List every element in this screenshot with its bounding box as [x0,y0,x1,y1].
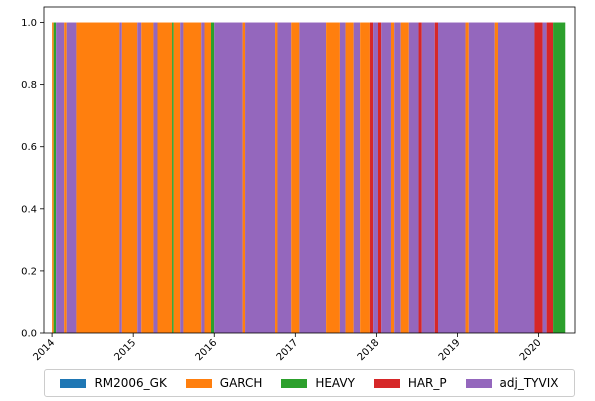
legend-item-garch: GARCH [185,376,263,390]
area-band-adj-tyvix [245,22,276,334]
legend-swatch-garch [185,378,212,388]
area-band-adj-tyvix [180,22,184,334]
area-band-garch [275,22,278,334]
area-band-adj-tyvix [201,22,205,334]
legend-item-har-p: HAR_P [373,376,447,390]
y-tick-label: 0.4 [21,204,37,215]
area-band-har-p [534,22,543,334]
area-band-adj-tyvix [214,22,243,334]
area-band-adj-tyvix [373,22,379,334]
legend-label-adj-tyvix: adj_TYVIX [499,376,559,390]
area-band-garch [121,22,138,334]
legend-swatch-rm2006-gk [60,378,87,388]
legend-swatch-har-p [373,378,400,388]
area-band-heavy [172,22,174,334]
area-band-garch [390,22,395,334]
legend-label-heavy: HEAVY [315,376,355,390]
area-band-adj-tyvix [468,22,495,334]
area-band-har-p [369,22,374,334]
area-band-adj-tyvix [339,22,346,334]
legend-swatch-adj-tyvix [465,378,492,388]
area-band-garch [465,22,469,334]
area-band-garch [173,22,181,334]
axes-frame [43,6,576,334]
area-band-garch [360,22,370,334]
y-tick-label: 0.2 [21,266,37,277]
area-band-adj-tyvix [437,22,466,334]
area-band-adj-tyvix [394,22,401,334]
area-band-garch [345,22,354,334]
area-band-adj-tyvix [421,22,435,334]
y-tick-label: 0.0 [21,329,37,340]
area-band-har-p [418,22,422,334]
area-band-garch [64,22,67,334]
area-band-garch [141,22,154,334]
x-tick-label: 2017 [275,337,301,363]
area-band-adj-tyvix [137,22,142,334]
area-band-garch [291,22,300,334]
plot-area [52,22,566,334]
area-band-garch [494,22,498,334]
area-band-adj-tyvix [353,22,361,334]
area-band-garch [400,22,409,334]
area-band-garch [242,22,246,334]
x-tick-label: 2014 [31,337,57,363]
area-band-garch [204,22,212,334]
area-band-adj-tyvix [119,22,122,334]
area-band-heavy [553,22,566,334]
x-tick-label: 2015 [113,337,139,363]
legend-item-rm2006-gk: RM2006_GK [60,376,167,390]
y-tick-label: 0.8 [21,80,37,91]
y-tick-label: 1.0 [21,18,37,29]
x-tick-label: 2020 [518,337,544,363]
legend-item-adj-tyvix: adj_TYVIX [465,376,559,390]
legend-swatch-heavy [281,378,308,388]
area-band-adj-tyvix [153,22,158,334]
legend-label-har-p: HAR_P [407,376,447,390]
area-band-har-p [546,22,554,334]
area-band-garch [326,22,340,334]
area-band-garch [76,22,120,334]
x-tick-label: 2019 [437,337,463,363]
x-tick-label: 2016 [194,337,220,363]
area-band-adj-tyvix [299,22,327,334]
legend-label-rm2006-gk: RM2006_GK [94,376,167,390]
area-band-garch [52,22,54,334]
area-band-garch [183,22,202,334]
y-tick-label: 0.6 [21,142,37,153]
area-band-garch [157,22,173,334]
legend-item-heavy: HEAVY [281,376,355,390]
area-band-adj-tyvix [66,22,77,334]
area-band-heavy [211,22,215,334]
area-band-adj-tyvix [277,22,292,334]
area-band-adj-tyvix [56,22,65,334]
area-band-adj-tyvix [542,22,547,334]
area-band-heavy [53,22,57,334]
area-band-adj-tyvix [381,22,391,334]
area-band-adj-tyvix [497,22,535,334]
legend-label-garch: GARCH [219,376,263,390]
area-band-har-p [378,22,382,334]
legend: RM2006_GK GARCH HEAVY HAR_P adj_TYVIX [44,369,575,397]
area-band-adj-tyvix [408,22,419,334]
x-tick-label: 2018 [356,337,382,363]
area-band-har-p [434,22,438,334]
